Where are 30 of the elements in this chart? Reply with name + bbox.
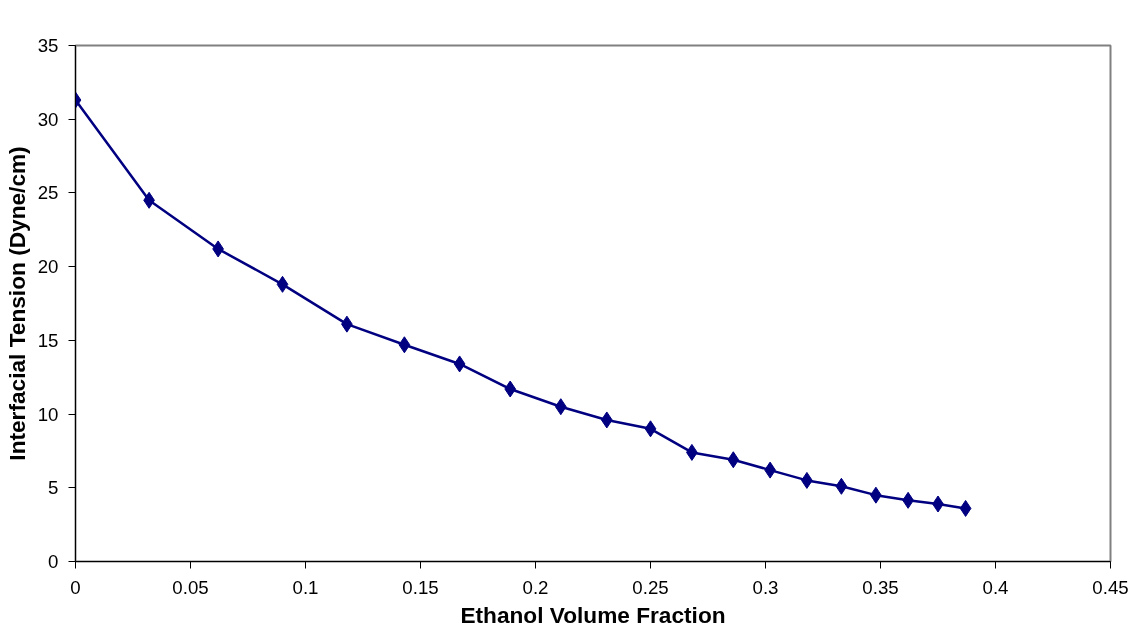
y-tick-label: 25: [37, 182, 59, 204]
y-tick-label: 5: [48, 477, 59, 499]
point: [276, 275, 289, 293]
point: [554, 398, 567, 416]
y-tick-label: 0: [48, 551, 59, 572]
point: [453, 355, 466, 373]
point: [727, 451, 740, 469]
point: [504, 380, 517, 398]
y-tick-label: 30: [37, 108, 59, 130]
x-tick-label: 0.35: [862, 576, 899, 598]
y-axis-title: Interfacial Tension (Dyne/cm): [3, 146, 30, 461]
x-tick-label: 0.25: [632, 576, 669, 598]
x-tick-label: 0.15: [402, 576, 439, 598]
x-axis-title: Ethanol Volume Fraction: [460, 601, 726, 628]
y-tick-label: 15: [37, 329, 59, 351]
x-tick-label: 0.45: [1092, 576, 1129, 598]
point: [600, 411, 613, 429]
x-tick-label: 0.1: [292, 576, 319, 598]
point: [959, 499, 972, 517]
y-tick-label: 20: [37, 256, 59, 278]
x-tick-label: 0.2: [522, 576, 549, 598]
x-tick-label: 0.3: [752, 576, 779, 598]
x-tick-label: 0.05: [172, 576, 209, 598]
point: [644, 420, 657, 438]
x-tick-label: 0: [70, 576, 81, 598]
x-tick-label: 0.4: [982, 576, 1009, 598]
y-tick-label: 10: [37, 403, 59, 425]
y-tick-label: 35: [37, 35, 59, 56]
point: [835, 477, 848, 495]
point: [398, 336, 411, 354]
